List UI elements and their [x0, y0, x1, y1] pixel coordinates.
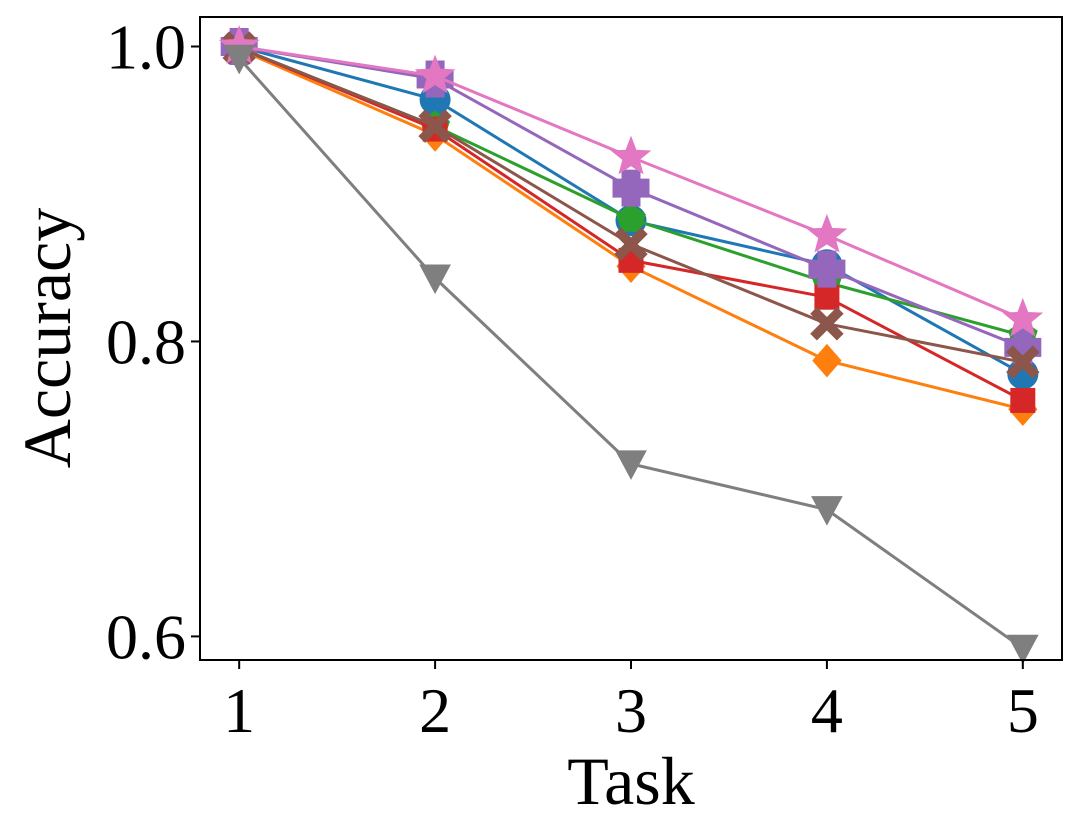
- data-point-triangle-down-marker: [223, 44, 256, 75]
- x-axis: 1 2 3 4 5: [223, 660, 1039, 746]
- data-point-square-marker: [1010, 387, 1036, 413]
- y-axis: 0.6 0.8 1.0: [106, 11, 200, 672]
- data-point-triangle-down-marker: [1006, 634, 1039, 665]
- data-point-pentagon-marker: [616, 203, 646, 232]
- data-point-triangle-down-marker: [615, 450, 647, 480]
- x-tick-label: 5: [1007, 675, 1039, 746]
- y-tick-label: 1.0: [106, 11, 186, 82]
- x-tick-label: 4: [811, 675, 843, 746]
- series-8: [223, 44, 1039, 665]
- data-point-star-marker: [414, 54, 456, 94]
- data-point-star-marker: [610, 135, 652, 175]
- data-point-x-marker: [418, 109, 452, 143]
- data-point-x-marker: [810, 307, 844, 341]
- data-point-x-marker: [1006, 345, 1040, 379]
- x-tick-label: 1: [223, 675, 255, 746]
- data-point-triangle-down-marker: [419, 264, 451, 295]
- data-point-plus-marker: [612, 169, 650, 207]
- series-7: [218, 25, 1044, 337]
- data-point-triangle-down-marker: [811, 496, 843, 526]
- series-layer: [218, 25, 1044, 665]
- data-point-x-marker: [614, 227, 648, 261]
- x-tick-label: 3: [615, 675, 647, 746]
- x-tick-label: 2: [419, 675, 451, 746]
- y-axis-label: Accuracy: [9, 208, 85, 468]
- y-tick-label: 0.6: [106, 601, 186, 672]
- x-axis-label: Task: [567, 743, 694, 819]
- data-point-square-marker: [814, 284, 840, 310]
- y-tick-label: 0.8: [106, 306, 186, 377]
- data-point-star-marker: [1002, 297, 1044, 337]
- series-6: [222, 31, 1040, 379]
- data-point-diamond-marker: [812, 343, 842, 378]
- data-point-plus-marker: [808, 250, 846, 288]
- plot-frame: [199, 16, 1063, 661]
- data-point-star-marker: [806, 213, 848, 253]
